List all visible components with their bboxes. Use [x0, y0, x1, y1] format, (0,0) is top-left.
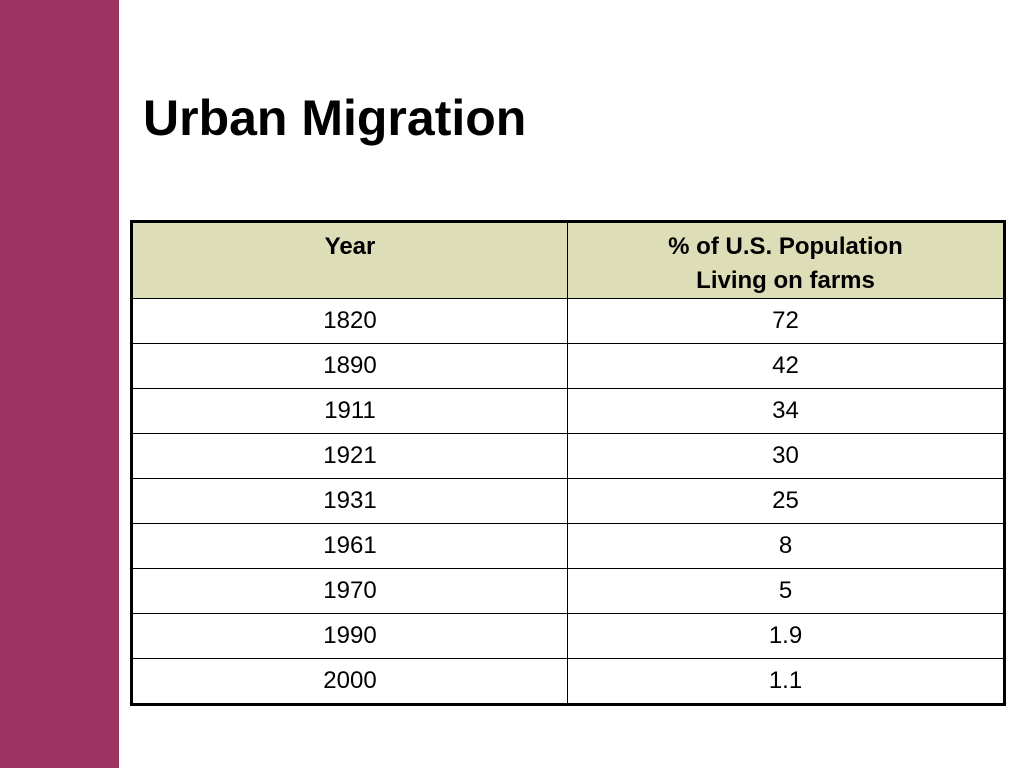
year-cell: 1890: [131, 343, 568, 389]
table-row: 1970 5: [131, 568, 1005, 614]
table-row: 1911 34: [131, 388, 1005, 434]
farm-population-table: Year % of U.S. Population Living on farm…: [130, 220, 1006, 706]
percent-header-line-2: Living on farms: [696, 267, 875, 294]
table-row: 1921 30: [131, 433, 1005, 479]
percent-cell: 25: [567, 478, 1005, 524]
table-row: 1990 1.9: [131, 613, 1005, 659]
percent-cell: 34: [567, 388, 1005, 434]
table-row: 2000 1.1: [131, 658, 1005, 705]
year-cell: 1931: [131, 478, 568, 524]
percent-cell: 42: [567, 343, 1005, 389]
year-cell: 1961: [131, 523, 568, 569]
percent-cell: 1.9: [567, 613, 1005, 659]
year-cell: 1820: [131, 298, 568, 344]
year-cell: 2000: [131, 658, 568, 705]
year-header-label: Year: [324, 233, 376, 260]
table-header-row: Year % of U.S. Population Living on farm…: [131, 221, 1005, 299]
year-cell: 1921: [131, 433, 568, 479]
percent-cell: 30: [567, 433, 1005, 479]
percent-column-header: % of U.S. Population Living on farms: [567, 221, 1005, 299]
table-row: 1961 8: [131, 523, 1005, 569]
year-cell: 1970: [131, 568, 568, 614]
table-row: 1931 25: [131, 478, 1005, 524]
percent-header-line-1: % of U.S. Population: [668, 233, 903, 260]
percent-cell: 72: [567, 298, 1005, 344]
percent-cell: 5: [567, 568, 1005, 614]
year-column-header: Year: [131, 221, 568, 299]
side-accent-bar: [0, 0, 119, 768]
percent-cell: 1.1: [567, 658, 1005, 705]
percent-cell: 8: [567, 523, 1005, 569]
table-row: 1820 72: [131, 298, 1005, 344]
year-cell: 1990: [131, 613, 568, 659]
year-cell: 1911: [131, 388, 568, 434]
table-row: 1890 42: [131, 343, 1005, 389]
slide-title: Urban Migration: [143, 90, 527, 146]
